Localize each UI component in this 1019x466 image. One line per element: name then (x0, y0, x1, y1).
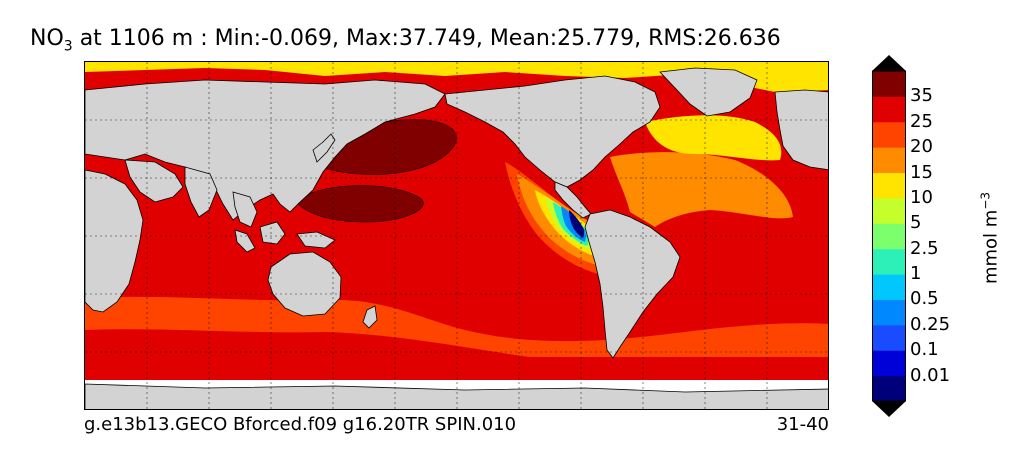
colorbar-tick-label: 0.25 (910, 313, 951, 335)
north-america (444, 75, 661, 188)
colorbar-tick-label: 0.5 (910, 288, 939, 310)
colorbar-frame (872, 70, 906, 402)
australia (267, 251, 342, 317)
units-exponent: −3 (978, 191, 993, 210)
arabia (124, 159, 184, 203)
graticule (85, 62, 828, 409)
colorbar-band (872, 197, 906, 224)
title-species: NO (30, 26, 64, 51)
colorbar-band (872, 274, 906, 300)
equatorial-pacific-high-pool (294, 185, 424, 223)
central-america (554, 181, 592, 219)
greenland (659, 67, 758, 117)
africa (85, 169, 144, 313)
map-canvas (85, 62, 828, 409)
colorbar-band (872, 248, 906, 275)
colorbar (872, 55, 906, 417)
colorbar-tick-label: 35 (910, 85, 933, 107)
colorbar-tick-label: 0.01 (910, 364, 951, 386)
southeast-asia (232, 191, 258, 228)
new-zealand (362, 305, 378, 329)
colorbar-band (872, 121, 906, 148)
borneo (259, 221, 286, 245)
colorbar-extend-max (872, 55, 906, 71)
colorbar-extend-min (872, 401, 906, 417)
eurasia (85, 79, 446, 221)
colorbar-band (872, 71, 906, 97)
east-pacific-band-001 (569, 210, 584, 238)
south-america (584, 209, 681, 359)
colorbar-tick-label: 25 (910, 110, 933, 132)
colorbar-tick-label: 2.5 (910, 237, 939, 259)
year-range: 31-40 (776, 414, 829, 435)
plot-title: NO3 at 1106 m : Min:-0.069, Max:37.749, … (30, 26, 890, 54)
japan (312, 133, 336, 163)
colorbar-tick-label: 15 (910, 161, 933, 183)
colorbar-tick-label: 0.1 (910, 339, 939, 361)
colorbar-tick-label: 1 (910, 263, 922, 285)
colorbar-band (872, 299, 906, 326)
colorbar-band (872, 223, 906, 250)
units-main: mmol m (980, 209, 1002, 285)
arctic-ocean-band (85, 62, 828, 92)
colorbar-band (872, 172, 906, 199)
nitrate-map (84, 61, 829, 410)
colorbar-band (872, 375, 906, 402)
colorbar-units: mmol m−3 (979, 192, 1002, 284)
run-identifier: g.e13b13.GECO Bforced.f09 g16.20TR SPIN.… (84, 414, 517, 435)
colorbar-tick-label: 5 (910, 212, 922, 234)
north-atlantic-band-15 (610, 152, 793, 227)
colorbar-tick-label: 20 (910, 136, 933, 158)
colorbar-tick-label: 10 (910, 186, 933, 208)
title-statistics: at 1106 m : Min:-0.069, Max:37.749, Mean… (72, 26, 781, 51)
sumatra (234, 229, 256, 253)
colorbar-band (872, 96, 906, 123)
north-atlantic-band-10 (645, 115, 782, 161)
india (184, 166, 218, 218)
europe (774, 89, 828, 171)
title-species-subscript: 3 (63, 38, 73, 55)
colorbar-band (872, 324, 906, 351)
colorbar-band (872, 147, 906, 174)
colorbar-band (872, 350, 906, 377)
